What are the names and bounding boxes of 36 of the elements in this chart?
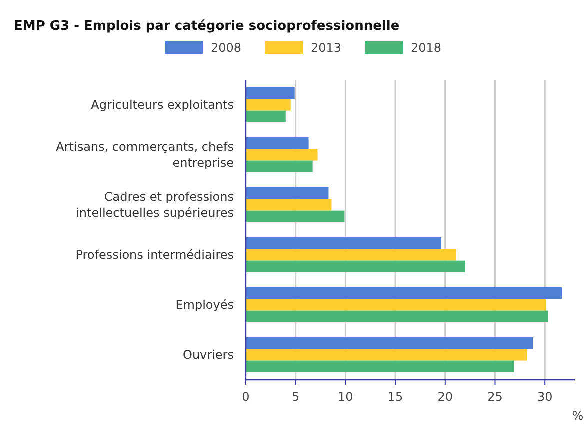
bar [246, 188, 329, 200]
bar [246, 99, 291, 111]
bar [246, 260, 466, 272]
y-tick-label: Artisans, commerçants, chefs entreprise [56, 140, 234, 170]
y-tick-label: Employés [176, 298, 234, 312]
bar [246, 338, 534, 350]
x-axis-title: % [572, 409, 584, 423]
x-tick-label: 30 [537, 390, 553, 404]
bar [246, 149, 318, 161]
bar [246, 360, 514, 372]
bar [246, 288, 562, 300]
bar [246, 160, 313, 172]
bar [246, 299, 546, 311]
y-tick-label: Professions intermédiaires [76, 248, 234, 262]
chart-title: EMP G3 - Emplois par catégorie socioprofessionnelle [14, 19, 400, 34]
y-tick-label: Cadres et professions intellectuelles supérieures [76, 190, 234, 220]
x-tick-label: 15 [388, 390, 404, 404]
bar [246, 199, 332, 211]
legend-label: 2018 [411, 41, 442, 55]
x-tick-label: 25 [488, 390, 503, 404]
x-tick-label: 20 [438, 390, 454, 404]
bar [246, 88, 295, 100]
x-tick-label: 0 [242, 390, 250, 404]
bar [246, 210, 345, 222]
bar [246, 349, 528, 361]
y-tick-label: Ouvriers [183, 348, 234, 362]
x-tick-label: 5 [292, 390, 300, 404]
legend-label: 2008 [211, 41, 242, 55]
bar [246, 138, 309, 150]
legend-label: 2013 [311, 41, 342, 55]
x-tick-label: 10 [338, 390, 354, 404]
bar [246, 310, 548, 322]
bar [246, 238, 442, 250]
bar [246, 249, 456, 261]
y-tick-label: Agriculteurs exploitants [91, 98, 234, 112]
bar [246, 110, 286, 122]
